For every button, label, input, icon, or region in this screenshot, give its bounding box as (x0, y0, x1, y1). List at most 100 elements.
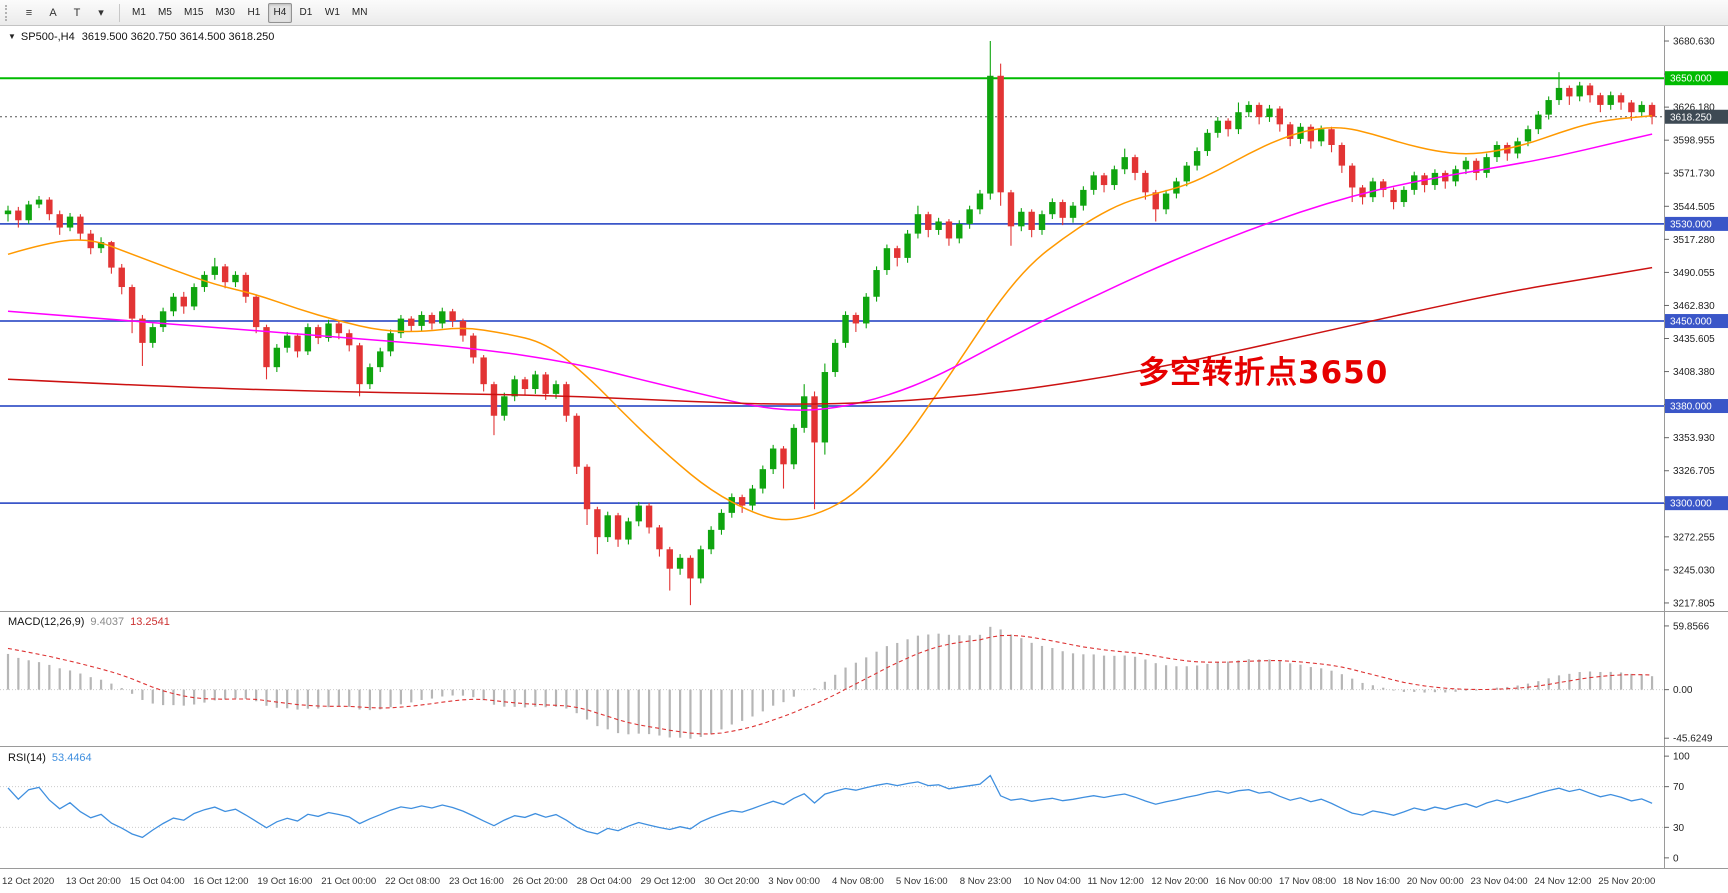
time-label: 25 Nov 20:00 (1598, 876, 1655, 887)
price-badge-label: 3650.000 (1670, 74, 1712, 85)
rsi-line (7, 774, 1653, 839)
candle (873, 270, 880, 297)
timeframe-m1-button[interactable]: M1 (127, 3, 151, 23)
line-studies-button[interactable]: ≡ (18, 3, 40, 23)
candle (1400, 189, 1408, 203)
price-tick-label: 3245.030 (1673, 565, 1715, 576)
time-label: 21 Oct 00:00 (321, 876, 376, 887)
candle (863, 296, 870, 324)
candle (614, 515, 622, 540)
candle (1307, 126, 1315, 142)
macd-axis-label: -45.6249 (1673, 734, 1713, 745)
timeframe-d1-button[interactable]: D1 (294, 3, 318, 23)
candle (656, 527, 663, 550)
candle (263, 327, 270, 368)
candle (1111, 169, 1118, 186)
candle (883, 248, 891, 271)
candle (976, 193, 984, 210)
rsi-axis-label: 0 (1673, 853, 1679, 864)
text-label-button[interactable]: A (42, 3, 64, 23)
timeframe-m15-button[interactable]: M15 (179, 3, 208, 23)
candle (1638, 104, 1645, 113)
toolbar-separator (119, 3, 120, 22)
price-tick-label: 3571.730 (1673, 169, 1715, 180)
candle (925, 214, 932, 230)
candle (1442, 172, 1449, 182)
collapse-triangle-icon[interactable]: ▼ (8, 32, 16, 41)
candle (542, 374, 549, 394)
rsi-axis-label: 70 (1673, 782, 1685, 793)
candle (232, 274, 239, 283)
candle (1473, 160, 1480, 173)
candle (108, 242, 115, 268)
candle (718, 512, 725, 530)
timeframe-mn-button[interactable]: MN (347, 3, 373, 23)
ohlc-values: 3619.500 3620.750 3614.500 3618.250 (81, 31, 275, 43)
candle (190, 287, 198, 307)
candle (749, 488, 756, 506)
macd-signal-line (7, 634, 1653, 735)
timeframe-m30-button[interactable]: M30 (210, 3, 239, 23)
candle (408, 318, 415, 326)
candle (315, 327, 322, 339)
candle (821, 372, 829, 443)
candle (594, 509, 601, 538)
rsi-panel (0, 774, 1664, 839)
price-levels (0, 77, 1664, 505)
ma-line-slow (7, 266, 1653, 405)
timeframe-h4-button[interactable]: H4 (267, 2, 292, 23)
ma-line-fast (7, 115, 1653, 521)
candle (1338, 144, 1346, 166)
candle (1131, 157, 1139, 173)
time-label: 18 Nov 16:00 (1343, 876, 1400, 887)
candle (211, 266, 218, 275)
time-label: 19 Oct 16:00 (257, 876, 312, 887)
price-badge-label: 3450.000 (1670, 317, 1712, 328)
candle (935, 221, 942, 230)
symbol-timeframe-label: SP500-,H4 (20, 31, 75, 43)
rsi-indicator-label: RSI(14) 53.4464 (8, 752, 98, 764)
candle (128, 287, 136, 319)
time-axis[interactable]: 12 Oct 2020 13 Oct 20:00 15 Oct 04:00 16 Oc… (2, 876, 1655, 887)
tools-dropdown-button[interactable]: ▾ (90, 3, 112, 23)
price-badge (1665, 109, 1728, 124)
candle (66, 216, 74, 228)
time-label: 22 Oct 08:00 (385, 876, 440, 887)
font-tool-button[interactable]: T (66, 3, 88, 23)
candle (1648, 104, 1656, 117)
time-label: 23 Oct 16:00 (449, 876, 504, 887)
candle (635, 505, 642, 522)
candle (645, 505, 653, 528)
candle (1204, 132, 1211, 152)
candle (1462, 160, 1470, 170)
timeframe-m5-button[interactable]: M5 (153, 3, 177, 23)
candle (397, 318, 405, 334)
candle (1555, 87, 1563, 101)
annotation-text[interactable]: 多空转折点3650 (1138, 355, 1389, 391)
candle (1617, 95, 1625, 103)
toolbar: ≡ A T ▾ M1 M5 M15 M30 H1 H4 D1 W1 MN (0, 0, 1728, 26)
candle (532, 374, 539, 390)
time-label: 12 Nov 20:00 (1151, 876, 1208, 887)
price-badge-label: 3300.000 (1670, 499, 1712, 510)
timeframe-w1-button[interactable]: W1 (320, 3, 345, 23)
price-badge (1665, 216, 1728, 231)
ma-line-mid (7, 133, 1653, 411)
candle (252, 296, 260, 328)
candle (1359, 187, 1366, 198)
candle (1380, 181, 1387, 190)
toolbar-grip[interactable] (5, 4, 12, 21)
candle (470, 335, 477, 358)
candles (4, 41, 1656, 606)
time-label: 20 Nov 00:00 (1407, 876, 1464, 887)
timeframe-h1-button[interactable]: H1 (242, 3, 266, 23)
macd-indicator-name: MACD(12,26,9) (8, 616, 85, 628)
candle (1121, 157, 1128, 170)
candle (1183, 165, 1190, 182)
price-axis[interactable]: 3680.630 3626.180 3598.955 3571.730 3544.505… (1664, 37, 1728, 865)
candle (1597, 95, 1604, 105)
candle (1266, 108, 1273, 118)
price-tick-label: 3517.280 (1673, 235, 1715, 246)
candle (273, 347, 281, 368)
